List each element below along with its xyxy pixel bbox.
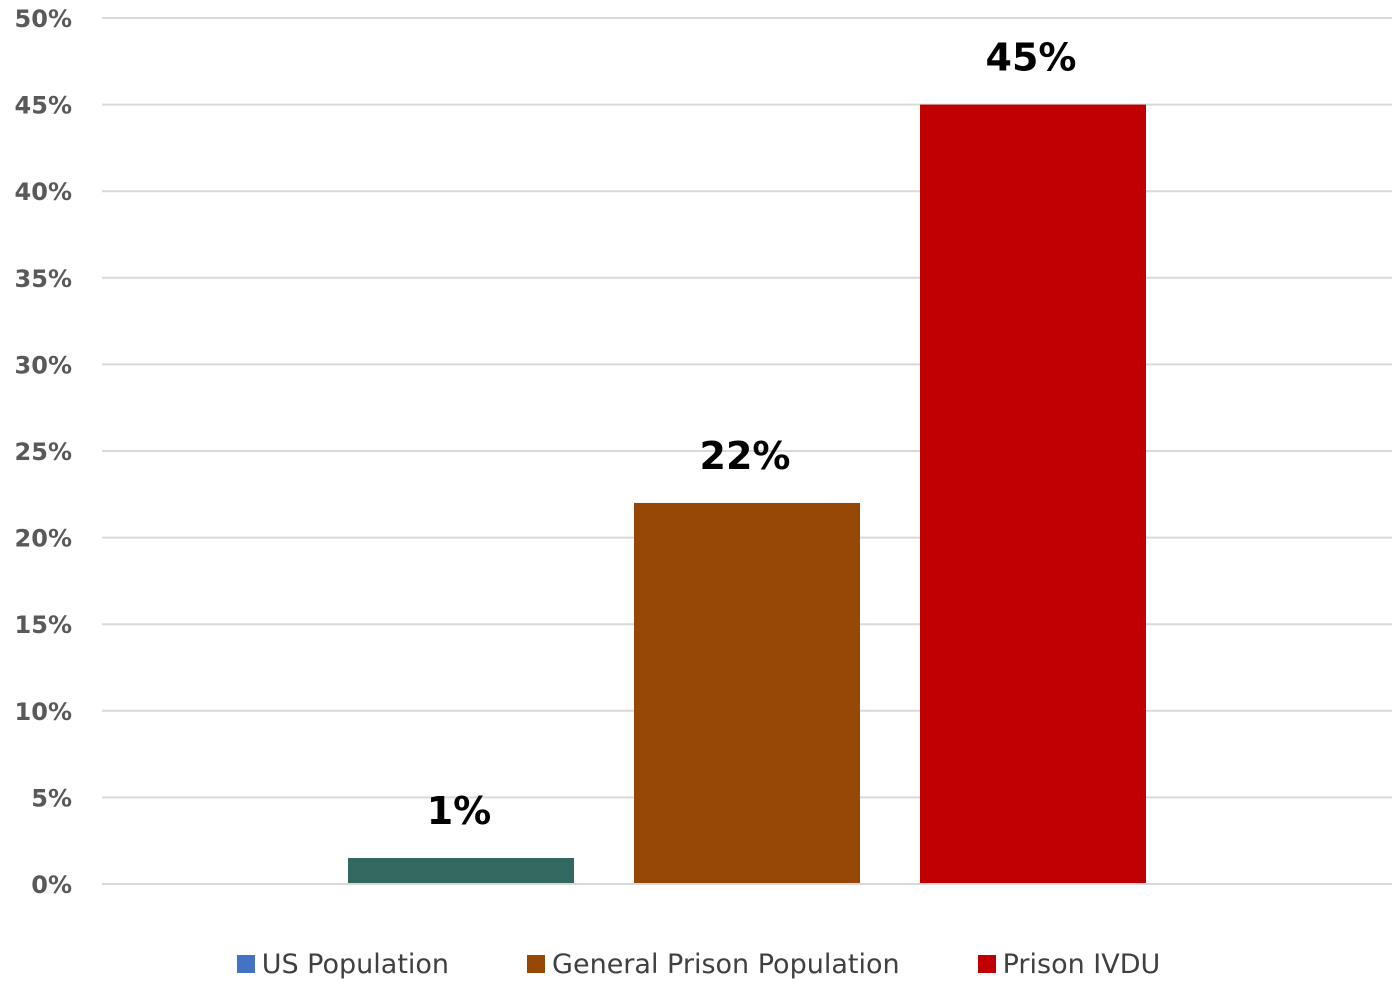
data-labels: 1% 22% 45% — [427, 36, 1077, 833]
legend-swatch — [977, 955, 996, 973]
legend-item: US Population — [236, 948, 450, 980]
legend: US Population General Prison Population Pr… — [0, 944, 1397, 984]
y-tick-label: 15% — [15, 611, 72, 639]
data-label: 45% — [986, 36, 1077, 80]
legend-swatch — [527, 955, 546, 973]
y-tick-label: 30% — [15, 351, 72, 379]
y-tick-label: 20% — [15, 525, 72, 553]
y-tick-label: 25% — [15, 438, 72, 466]
y-tick-label: 5% — [31, 784, 72, 812]
legend-label: US Population — [261, 948, 450, 980]
y-tick-label: 35% — [15, 265, 72, 293]
legend-label: Prison IVDU — [1002, 948, 1161, 980]
y-tick-label: 50% — [15, 5, 72, 33]
data-label: 22% — [700, 434, 791, 478]
legend-item: General Prison Population — [527, 949, 900, 980]
y-tick-label: 40% — [15, 178, 72, 206]
y-tick-label: 0% — [31, 871, 72, 899]
bar-prison-ivdu — [920, 104, 1146, 885]
legend-swatch — [236, 955, 255, 973]
bar-general-prison-population — [634, 502, 860, 884]
y-tick-label: 10% — [15, 698, 72, 726]
y-axis-tick-labels: 0% 5% 10% 15% 20% 25% 30% 35% 40% 45% 50% — [15, 5, 72, 899]
bars — [348, 104, 1146, 885]
y-tick-label: 45% — [15, 92, 72, 120]
data-label: 1% — [427, 789, 492, 833]
legend-label: General Prison Population — [552, 948, 900, 980]
legend-item: Prison IVDU — [977, 948, 1161, 980]
bar-us-population — [348, 858, 574, 884]
